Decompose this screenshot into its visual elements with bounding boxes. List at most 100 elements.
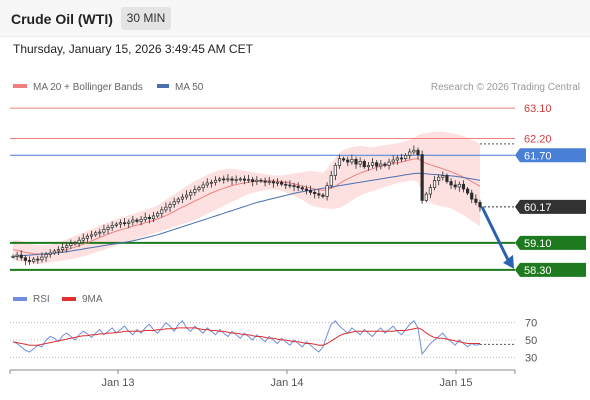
candle-body bbox=[172, 201, 176, 205]
candle bbox=[461, 180, 466, 193]
candle bbox=[127, 219, 131, 229]
candle-body bbox=[27, 260, 32, 262]
candle bbox=[32, 257, 36, 264]
level-tag: 60.17 bbox=[515, 199, 586, 214]
candle bbox=[15, 251, 19, 261]
candle-body bbox=[11, 256, 15, 258]
candle-body bbox=[180, 196, 185, 200]
candle-body bbox=[259, 179, 263, 182]
candle bbox=[226, 174, 230, 183]
candle bbox=[379, 160, 383, 170]
candle-body bbox=[143, 216, 147, 220]
forecast-arrow-shaft bbox=[480, 206, 511, 263]
rsi-ma9-line bbox=[12, 327, 480, 346]
candle-body bbox=[56, 249, 61, 252]
candle bbox=[304, 185, 309, 195]
candle-body bbox=[342, 158, 346, 161]
candle bbox=[218, 176, 222, 183]
forecast-arrow-head bbox=[503, 254, 514, 269]
candle-body bbox=[106, 227, 110, 230]
candle-body bbox=[201, 184, 205, 189]
candle bbox=[280, 180, 284, 187]
candle-body bbox=[457, 183, 461, 188]
candle bbox=[48, 248, 52, 258]
candle bbox=[77, 236, 81, 247]
level-tag-label: 61.70 bbox=[524, 150, 552, 162]
candle-body bbox=[466, 188, 470, 194]
level-tag: 61.70 bbox=[515, 148, 586, 163]
rsi-tick-label: 70 bbox=[525, 318, 537, 330]
ma20-line bbox=[12, 158, 481, 255]
candle bbox=[234, 175, 238, 184]
candle bbox=[69, 239, 73, 249]
level-tag-bg bbox=[515, 148, 586, 163]
candle bbox=[350, 154, 354, 165]
candle bbox=[275, 178, 280, 187]
candle bbox=[399, 153, 404, 163]
candle-body bbox=[284, 183, 288, 186]
candle bbox=[404, 153, 408, 161]
candle bbox=[201, 181, 205, 192]
candle-body bbox=[61, 247, 65, 251]
candle-body bbox=[317, 193, 321, 196]
candle bbox=[284, 180, 288, 189]
candle bbox=[40, 252, 44, 263]
candle-body bbox=[15, 254, 19, 257]
candle-body bbox=[399, 157, 404, 160]
timeframe-badge[interactable]: 30 MIN bbox=[121, 7, 171, 30]
header-bar: Crude Oil (WTI) 30 MIN bbox=[0, 0, 590, 37]
candle-body bbox=[242, 178, 247, 181]
candle bbox=[474, 194, 478, 206]
level-tag: 58.30 bbox=[515, 262, 586, 277]
candle-body bbox=[461, 183, 466, 190]
candle bbox=[267, 176, 271, 185]
candle-body bbox=[308, 189, 313, 193]
candle bbox=[197, 185, 201, 192]
candle-body bbox=[437, 176, 441, 181]
candle bbox=[358, 157, 362, 168]
candle-body bbox=[139, 218, 143, 222]
candle bbox=[85, 233, 89, 243]
candle-body bbox=[102, 229, 106, 233]
ma9-legend-label: 9MA bbox=[82, 294, 103, 305]
candle bbox=[437, 174, 441, 186]
candle bbox=[180, 193, 185, 204]
forecast-arrow bbox=[480, 206, 514, 269]
candle bbox=[246, 174, 251, 183]
candle-body bbox=[321, 194, 325, 197]
candle bbox=[308, 185, 313, 196]
candle bbox=[193, 185, 197, 196]
candle-body bbox=[94, 232, 98, 236]
candle bbox=[391, 155, 395, 165]
candle-body bbox=[395, 157, 399, 161]
candle bbox=[139, 215, 143, 226]
candle bbox=[110, 221, 114, 231]
candle-body bbox=[135, 219, 139, 222]
candle bbox=[251, 176, 255, 187]
candle bbox=[342, 156, 346, 163]
candle bbox=[73, 240, 77, 246]
rsi-legend: RSI 9MA bbox=[13, 294, 103, 305]
candle bbox=[27, 256, 32, 265]
candle-body bbox=[230, 178, 234, 181]
candle bbox=[259, 178, 263, 183]
candle-body bbox=[69, 243, 73, 246]
candle bbox=[11, 254, 15, 259]
candle-body bbox=[420, 154, 424, 201]
candle bbox=[36, 255, 40, 264]
candle bbox=[457, 181, 461, 192]
candle-body bbox=[325, 185, 329, 197]
candle-body bbox=[251, 179, 255, 182]
candle bbox=[230, 176, 234, 185]
rsi-legend-swatch bbox=[13, 297, 27, 301]
candle bbox=[428, 184, 432, 199]
candle-body bbox=[354, 158, 358, 165]
candle-body bbox=[32, 258, 36, 262]
candle bbox=[432, 175, 437, 191]
candle-body bbox=[151, 215, 156, 220]
candle-body bbox=[329, 175, 333, 186]
candle bbox=[44, 251, 48, 262]
candle bbox=[424, 192, 428, 203]
instrument-title: Crude Oil (WTI) bbox=[11, 11, 113, 27]
